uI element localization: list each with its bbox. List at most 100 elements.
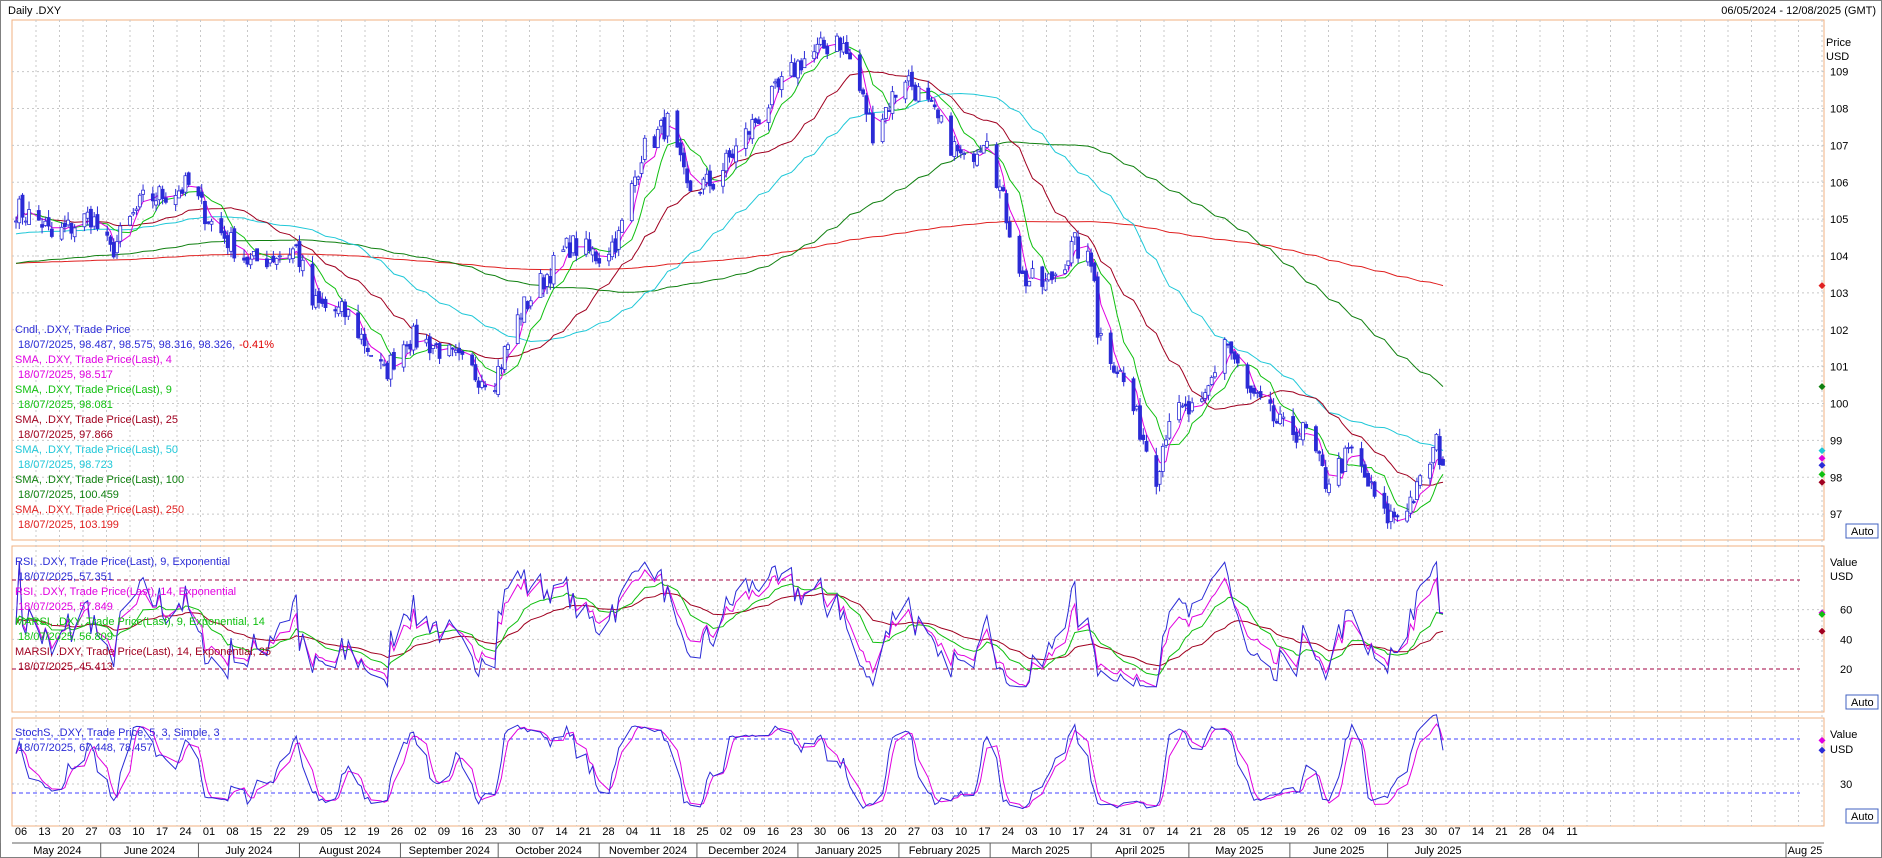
candle-body — [515, 314, 520, 344]
candle-body — [297, 241, 302, 268]
rsi-legend: RSI, .DXY, Trade Price(Last), 9, Exponen… — [15, 556, 271, 673]
price-axis: Price USD — [1826, 37, 1851, 63]
candle-body — [564, 237, 569, 248]
rsi-panel[interactable] — [11, 545, 1825, 713]
price-tick-label: 109 — [1830, 67, 1848, 79]
rsi-legend-name: MARSI, .DXY, Trade Price(Last), 14, Expo… — [15, 646, 271, 658]
candle-body — [567, 242, 572, 258]
series-end-markers — [1818, 282, 1826, 754]
price-auto-button[interactable]: Auto — [1845, 523, 1879, 539]
candle-body — [525, 301, 530, 310]
price-legend-value: 18/07/2025, 103.199 — [18, 519, 119, 531]
x-day-tick: 19 — [367, 826, 379, 838]
stoch-tick-label: 30 — [1840, 779, 1852, 791]
candle-body — [1180, 405, 1185, 408]
candle-body — [385, 362, 390, 380]
stoch-auto-button[interactable]: Auto — [1845, 808, 1879, 824]
x-day-tick: 11 — [1566, 826, 1577, 838]
candle-body — [131, 212, 136, 215]
candle-body — [870, 113, 875, 144]
candle-body — [137, 194, 142, 208]
candle-body — [773, 81, 778, 84]
candle-body — [1235, 354, 1240, 364]
candle-body — [20, 194, 25, 218]
candle-body — [1229, 341, 1234, 354]
candle-body — [157, 186, 162, 201]
candle-body — [1043, 280, 1048, 291]
candle-body — [1428, 463, 1432, 479]
candle-body — [206, 221, 211, 224]
x-month-tick: October 2024 — [515, 845, 582, 857]
x-day-tick: 21 — [1495, 826, 1507, 838]
candle-body — [1366, 473, 1370, 487]
sma-250-line — [15, 220, 1444, 287]
stoch-k-marker — [1818, 746, 1826, 754]
candle-body — [1258, 391, 1263, 398]
x-day-tick: 02 — [720, 826, 732, 838]
candle-body — [339, 301, 344, 312]
candle-body — [1304, 424, 1309, 429]
candle-body — [1222, 339, 1227, 374]
candle-body — [14, 220, 18, 223]
x-day-tick: 17 — [978, 826, 990, 838]
candle-body — [499, 367, 504, 370]
rsi-auto-button[interactable]: Auto — [1845, 694, 1879, 710]
candle-body — [1392, 511, 1397, 518]
candle-body — [913, 84, 918, 101]
x-day-tick: 14 — [555, 826, 567, 838]
candle-body — [105, 231, 110, 236]
candle-body — [1092, 262, 1097, 281]
candle-body — [1385, 503, 1390, 524]
candle-body — [49, 228, 54, 237]
candle-body — [984, 140, 989, 148]
candle-body — [493, 390, 497, 392]
candle-body — [163, 197, 168, 203]
marsi-14-line — [15, 592, 1444, 667]
candle-body — [1437, 436, 1442, 466]
candle-body — [652, 136, 657, 148]
candle-body — [792, 62, 797, 78]
candle-body — [906, 75, 911, 82]
stoch-panel[interactable] — [11, 717, 1825, 827]
candle-body — [590, 248, 595, 256]
stoch-k-line — [15, 714, 1444, 810]
candle-body — [616, 230, 621, 250]
candle-body — [378, 359, 383, 362]
x-day-tick: 30 — [814, 826, 826, 838]
candle-body — [23, 220, 28, 223]
candle-body — [141, 189, 145, 195]
candle-body — [971, 153, 976, 162]
candle-body — [1177, 402, 1182, 421]
candle-body — [1053, 273, 1058, 276]
x-month-tick: November 2024 — [609, 845, 687, 857]
x-day-tick: 10 — [132, 826, 144, 838]
x-day-tick: 24 — [1096, 826, 1108, 838]
candle-body — [936, 109, 940, 119]
candle-body — [574, 238, 579, 256]
x-day-tick: 12 — [344, 826, 356, 838]
candle-body — [277, 255, 282, 258]
candle-body — [734, 145, 738, 163]
candle-body — [799, 60, 804, 71]
candle-body — [1372, 481, 1377, 497]
candle-body — [743, 128, 748, 149]
candle-body — [825, 45, 830, 55]
candle-body — [1050, 271, 1054, 280]
candle-body — [769, 85, 774, 106]
candle-body — [245, 256, 250, 265]
rsi-auto-label: Auto — [1851, 697, 1874, 709]
candle-body — [613, 238, 618, 253]
candle-body — [1076, 236, 1081, 259]
candle-body — [108, 236, 113, 245]
candle-body — [659, 120, 663, 127]
candle-body — [232, 228, 237, 259]
price-legend-value: 18/07/2025, 98.517 — [18, 369, 113, 381]
candle-body — [835, 35, 839, 52]
candle-body — [978, 150, 983, 153]
candle-body — [1200, 398, 1204, 402]
price-panel[interactable] — [11, 19, 1825, 541]
stoch-d-marker — [1818, 736, 1826, 744]
candle-body — [1131, 378, 1136, 412]
candle-body — [1415, 481, 1419, 500]
